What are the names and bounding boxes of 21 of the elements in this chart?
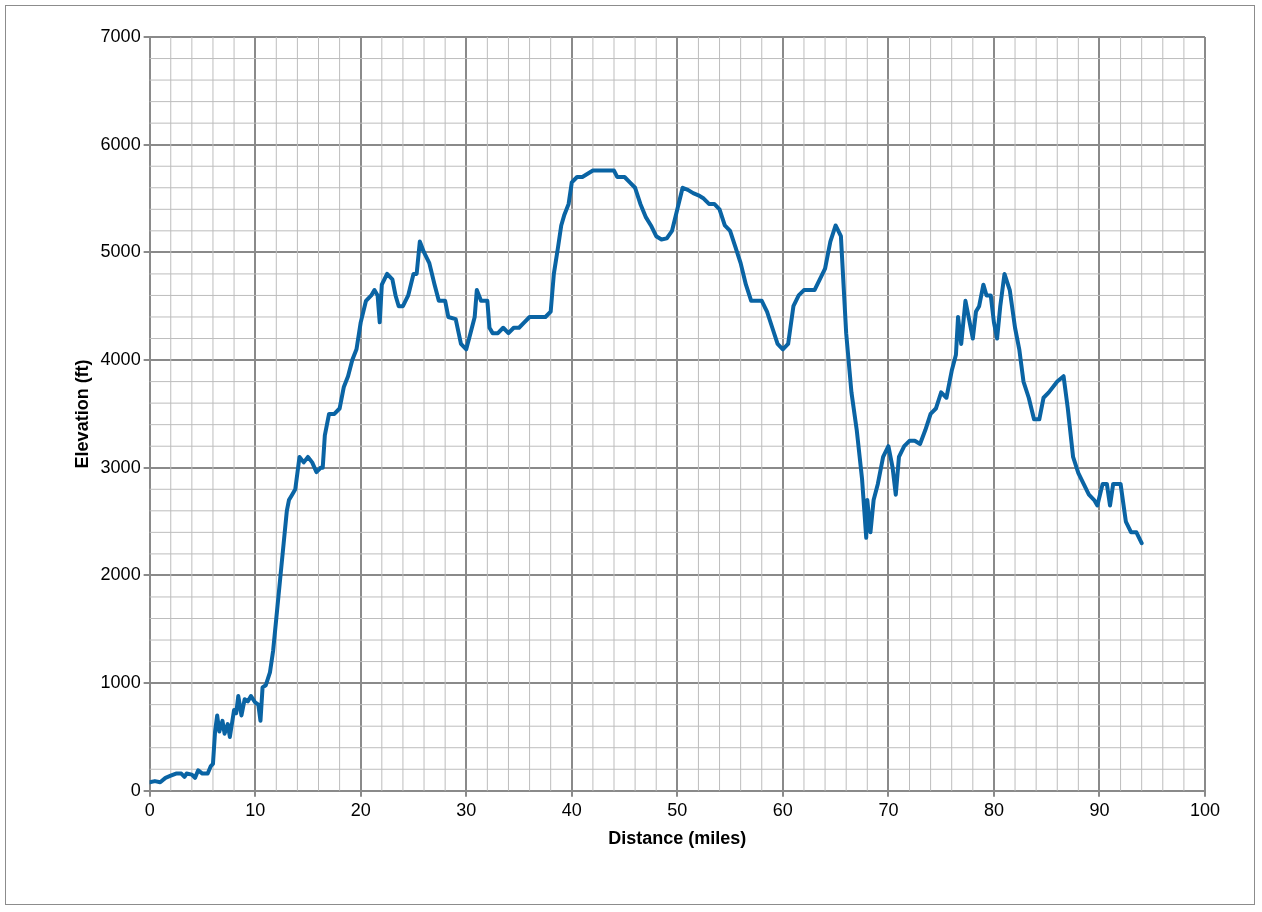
x-tick-label: 100 [1189,799,1221,820]
y-tick-label: 7000 [100,25,141,46]
y-tick-label: 4000 [100,349,141,370]
x-tick-label: 60 [772,799,793,820]
y-tick-label: 0 [130,779,141,800]
x-tick-label: 0 [144,799,155,820]
y-tick-label: 2000 [100,564,141,585]
x-tick-label: 90 [1089,799,1110,820]
x-tick-label: 40 [561,799,582,820]
y-tick-label: 5000 [100,241,141,262]
x-tick-label: 30 [456,799,477,820]
y-tick-label: 6000 [100,133,141,154]
y-tick-label: 1000 [100,672,141,693]
x-tick-label: 50 [667,799,688,820]
x-tick-label: 70 [878,799,899,820]
x-tick-label: 20 [350,799,371,820]
y-axis-title: Elevation (ft) [71,359,92,469]
y-tick-label: 3000 [100,456,141,477]
x-tick-label: 10 [245,799,266,820]
x-axis-title: Distance (miles) [608,828,747,849]
x-tick-label: 80 [983,799,1004,820]
